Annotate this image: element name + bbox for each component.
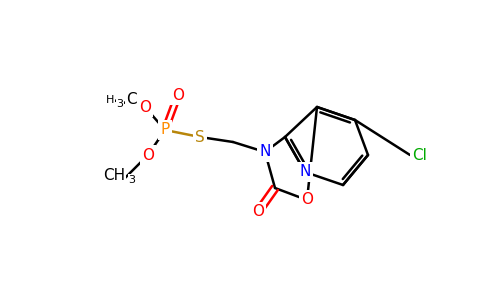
Text: CH: CH — [103, 169, 125, 184]
Text: H: H — [106, 95, 114, 105]
Text: P: P — [160, 122, 169, 137]
Text: 3: 3 — [128, 175, 136, 185]
Text: Cl: Cl — [412, 148, 427, 163]
Text: 3: 3 — [117, 99, 123, 109]
Text: N: N — [299, 164, 311, 179]
Text: C: C — [126, 92, 136, 107]
Text: O: O — [301, 193, 313, 208]
Text: O: O — [139, 100, 151, 115]
Text: O: O — [142, 148, 154, 163]
Text: N: N — [259, 145, 271, 160]
Text: O: O — [252, 205, 264, 220]
Text: S: S — [195, 130, 205, 145]
Text: O: O — [172, 88, 184, 103]
